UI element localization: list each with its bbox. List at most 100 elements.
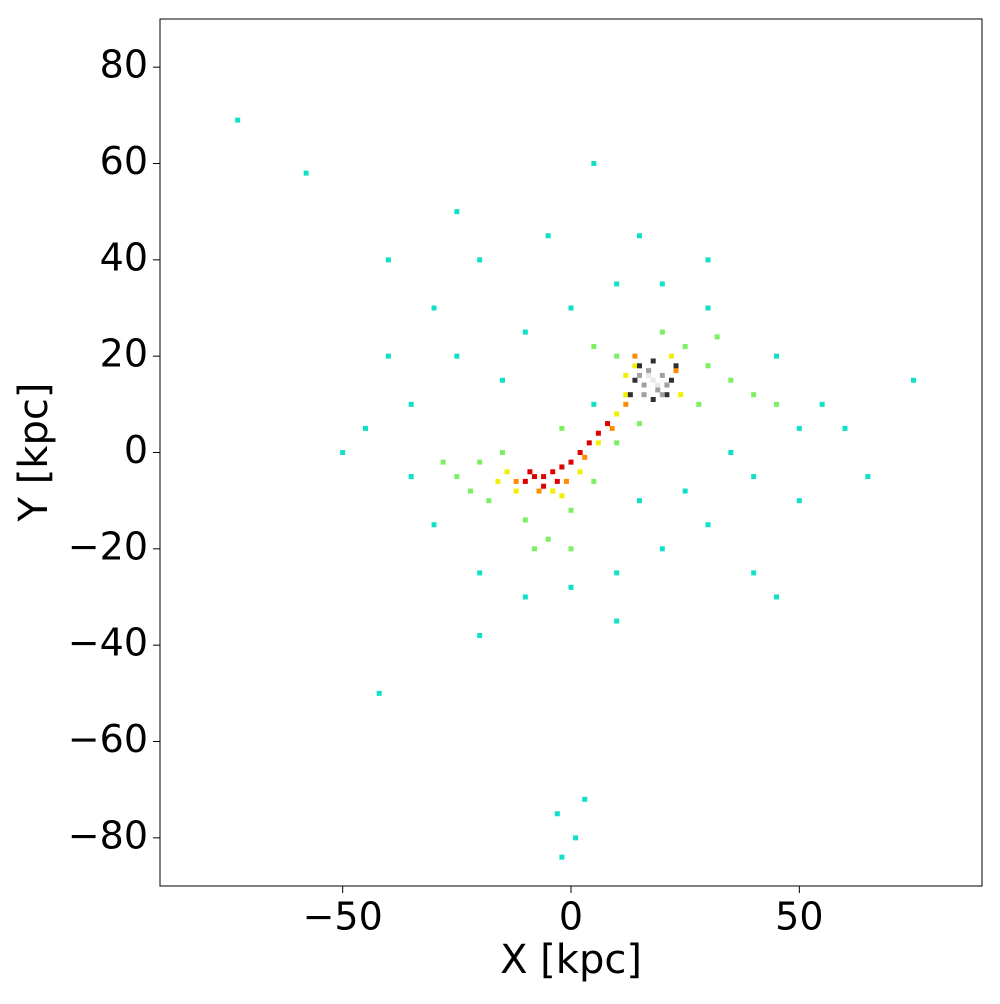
point	[637, 233, 642, 239]
point	[668, 377, 674, 383]
y-tick-label: −80	[68, 813, 148, 857]
point	[513, 478, 519, 484]
point	[819, 401, 825, 407]
point	[568, 584, 574, 590]
x-axis-label: X [kpc]	[500, 937, 642, 983]
point	[340, 450, 346, 455]
point	[646, 368, 652, 374]
point	[796, 425, 802, 431]
point	[454, 353, 460, 359]
point	[568, 459, 574, 465]
point	[664, 382, 670, 388]
y-tick-label: 80	[100, 43, 148, 87]
point	[705, 257, 711, 263]
point	[545, 536, 551, 542]
y-tick-label: 60	[100, 139, 148, 183]
point	[774, 353, 779, 359]
point	[623, 401, 629, 407]
point	[559, 493, 565, 499]
point	[554, 478, 560, 484]
point	[568, 546, 574, 552]
point	[531, 474, 537, 480]
point	[637, 363, 642, 369]
point	[614, 440, 620, 446]
point	[568, 305, 574, 311]
point	[614, 411, 620, 417]
point	[536, 488, 542, 494]
point	[568, 507, 574, 513]
point	[774, 401, 779, 407]
point	[751, 392, 757, 398]
x-tick-label: 0	[559, 895, 583, 939]
point	[468, 488, 474, 494]
point	[728, 377, 734, 383]
point	[522, 517, 528, 523]
point	[586, 440, 592, 446]
point	[582, 454, 588, 460]
point	[559, 425, 565, 431]
point	[563, 478, 569, 484]
point	[431, 522, 437, 528]
point	[550, 488, 556, 494]
point	[655, 387, 661, 393]
point	[614, 353, 620, 359]
point	[376, 690, 382, 696]
point	[774, 594, 779, 600]
point	[637, 498, 642, 504]
x-tick-label: 50	[775, 895, 823, 939]
x-tick-label: −50	[303, 895, 383, 939]
point	[504, 469, 510, 475]
point	[696, 401, 702, 407]
point	[865, 474, 871, 480]
point	[591, 478, 597, 484]
point	[477, 257, 483, 263]
point	[728, 450, 734, 455]
point	[454, 209, 460, 215]
point	[659, 392, 665, 398]
point	[751, 474, 757, 480]
point	[605, 421, 611, 427]
point	[477, 459, 483, 465]
point	[623, 372, 629, 378]
point	[500, 377, 505, 383]
point	[495, 478, 501, 484]
point	[486, 498, 492, 504]
point	[614, 281, 620, 287]
point	[522, 329, 528, 335]
point	[614, 618, 620, 624]
point	[659, 546, 665, 552]
point	[591, 344, 597, 350]
point	[303, 170, 309, 176]
point	[527, 469, 533, 475]
point	[714, 334, 720, 340]
point	[531, 546, 537, 552]
point	[650, 377, 656, 383]
point	[591, 161, 597, 166]
point	[609, 425, 615, 431]
point	[440, 459, 446, 465]
point	[632, 353, 638, 359]
y-tick-label: 40	[100, 235, 148, 279]
point	[408, 401, 414, 407]
point	[623, 392, 629, 398]
point	[541, 474, 547, 480]
y-tick-label: 0	[124, 428, 148, 472]
point	[632, 377, 638, 383]
point	[591, 401, 597, 407]
point	[408, 474, 414, 480]
y-tick-label: 20	[100, 332, 148, 376]
point	[385, 353, 391, 359]
point	[477, 633, 483, 639]
point	[673, 363, 679, 369]
point	[385, 257, 391, 263]
point	[664, 392, 670, 398]
point	[627, 392, 633, 398]
point	[431, 305, 437, 311]
point	[641, 392, 647, 398]
point	[678, 392, 684, 398]
point	[705, 363, 711, 369]
point	[235, 117, 241, 123]
point	[659, 329, 665, 335]
point	[682, 344, 688, 350]
